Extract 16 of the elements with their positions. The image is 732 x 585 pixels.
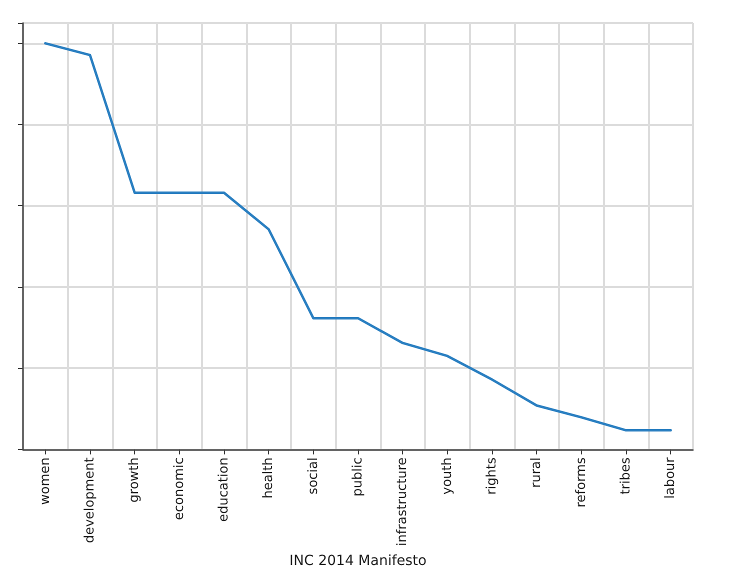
x-tick-label: reforms [574, 457, 589, 508]
x-tick-label: infrastructure [395, 457, 410, 546]
x-tick-label: public [350, 457, 366, 496]
x-tick-label: growth [127, 457, 142, 503]
x-tick-label: health [261, 457, 276, 499]
x-tick-label: education [216, 457, 232, 522]
x-tick-label: labour [663, 456, 678, 499]
x-axis-title: INC 2014 Manifesto [289, 553, 427, 569]
x-tick-label: rights [484, 457, 500, 495]
x-tick-label: rural [529, 457, 544, 488]
x-tick-label: youth [440, 457, 455, 495]
x-tick-label: social [306, 457, 321, 494]
x-tick-label: economic [172, 457, 187, 520]
x-tick-label: tribes [618, 457, 634, 494]
x-tick-label: women [38, 457, 53, 505]
x-tick-label: development [82, 457, 98, 544]
